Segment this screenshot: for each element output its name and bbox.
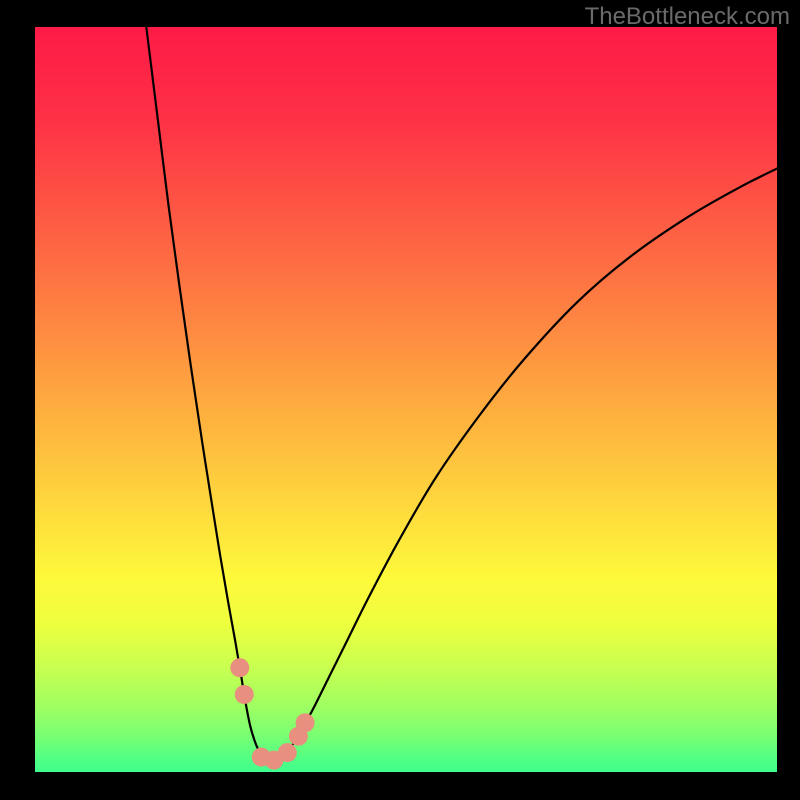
curve-marker [278,743,297,762]
curve-marker [235,685,254,704]
curve-marker [230,658,249,677]
chart-wrapper: TheBottleneck.com [0,0,800,800]
curve-marker [296,713,315,732]
bottleneck-curve-chart [0,0,800,800]
watermark-text: TheBottleneck.com [585,3,790,31]
